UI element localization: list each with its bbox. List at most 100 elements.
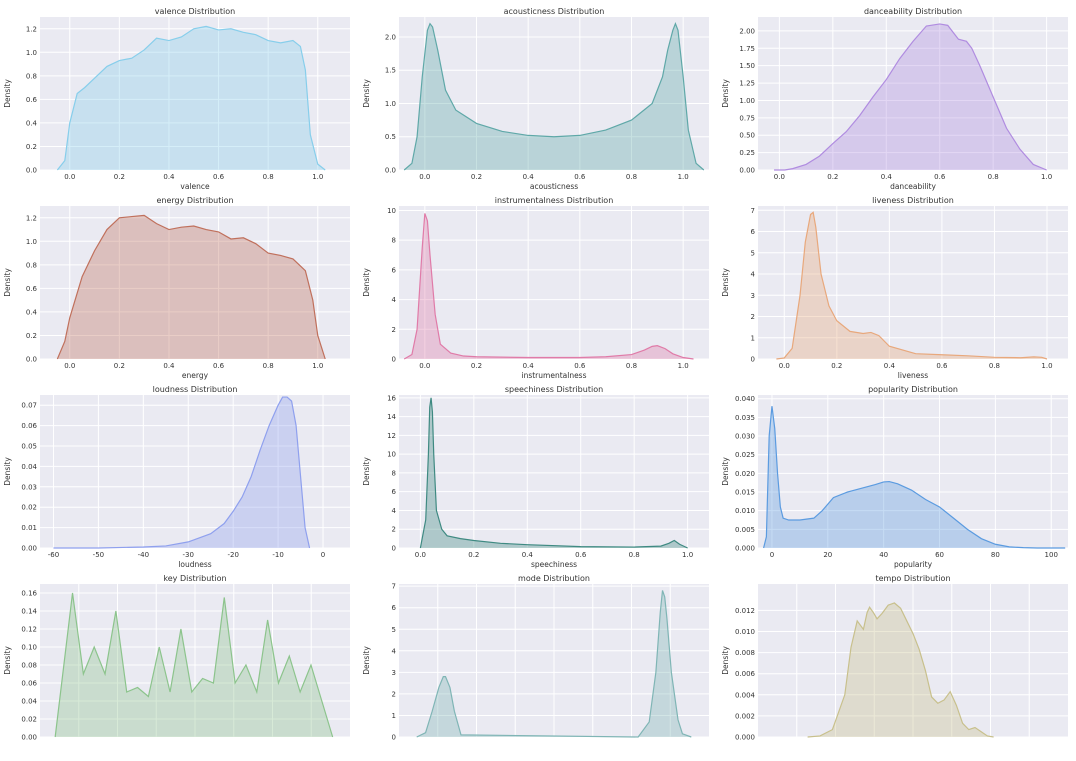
y-tick-label: 1.50 bbox=[739, 62, 755, 70]
y-tick-label: 0.8 bbox=[26, 72, 37, 80]
y-tick-label: 2 bbox=[751, 313, 755, 321]
plot-background bbox=[399, 206, 709, 359]
y-tick-label: 2.0 bbox=[385, 33, 396, 41]
plot-background bbox=[40, 206, 350, 359]
density-area bbox=[404, 23, 704, 171]
x-tick-label: 0 bbox=[321, 551, 325, 559]
y-tick-label: 0.010 bbox=[735, 628, 755, 636]
x-axis-label: instrumentalness bbox=[522, 371, 587, 380]
y-tick-label: 0.6 bbox=[26, 285, 38, 293]
density-line bbox=[416, 590, 692, 738]
y-tick-label: 12 bbox=[387, 432, 396, 440]
plot-background bbox=[399, 395, 709, 548]
chart-title: mode Distribution bbox=[518, 574, 590, 583]
chart-title: loudness Distribution bbox=[153, 385, 238, 394]
y-tick-label: 0.020 bbox=[735, 470, 755, 478]
x-tick-label: 0.4 bbox=[881, 173, 893, 181]
x-tick-label: -10 bbox=[272, 551, 283, 559]
x-tick-label: 1.0 bbox=[1041, 173, 1052, 181]
y-tick-label: 4 bbox=[392, 647, 397, 655]
chart-panel: 0 1 2 3 4 5 6 7 mode Distribution Density bbox=[359, 572, 717, 761]
y-tick-label: 0.16 bbox=[21, 590, 37, 598]
x-tick-label: 0.4 bbox=[523, 173, 535, 181]
chart-panel: 0.0 0.2 0.4 0.6 0.8 1.0 0.0 0.2 0.4 0.6 0.8 1.0 1.2 e… bbox=[0, 194, 358, 383]
x-tick-label: 0.6 bbox=[575, 551, 587, 559]
x-tick-label: 0.8 bbox=[629, 551, 640, 559]
chart-panel: 0.0 0.2 0.4 0.6 0.8 1.0 0 2 4 6 8 10 instrumentalnes… bbox=[359, 194, 717, 383]
y-tick-label: 1 bbox=[392, 712, 396, 720]
y-tick-label: 0.01 bbox=[21, 524, 37, 532]
y-tick-label: 1 bbox=[751, 334, 755, 342]
x-tick-label: 0.0 bbox=[419, 362, 430, 370]
x-tick-label: -60 bbox=[48, 551, 59, 559]
y-tick-label: 0.008 bbox=[735, 649, 755, 657]
y-tick-label: 0.00 bbox=[739, 167, 755, 175]
density-line bbox=[56, 214, 326, 360]
x-tick-label: 0.0 bbox=[64, 173, 75, 181]
y-tick-label: 0.2 bbox=[26, 143, 37, 151]
y-tick-label: 0.000 bbox=[735, 545, 755, 553]
y-axis-label: Density bbox=[3, 646, 12, 675]
x-tick-label: 0.4 bbox=[163, 173, 175, 181]
y-tick-label: 2 bbox=[392, 526, 396, 534]
y-axis-label: Density bbox=[721, 268, 730, 297]
density-line bbox=[774, 23, 1047, 171]
y-tick-label: 2 bbox=[392, 690, 396, 698]
y-tick-label: 14 bbox=[387, 413, 396, 421]
y-tick-label: 1.25 bbox=[739, 80, 755, 88]
y-axis-label: Density bbox=[3, 79, 12, 108]
chart-panel: 0.00 0.02 0.04 0.06 0.08 0.10 0.12 0.14 0.16 key … bbox=[0, 572, 358, 761]
x-axis-label: acousticness bbox=[530, 182, 578, 191]
y-tick-label: 3 bbox=[751, 292, 755, 300]
chart-title: danceability Distribution bbox=[864, 7, 962, 16]
x-tick-label: 0.4 bbox=[163, 362, 175, 370]
plot-background bbox=[40, 17, 350, 170]
y-tick-label: 0.030 bbox=[735, 433, 755, 441]
y-tick-label: 1.5 bbox=[385, 67, 396, 75]
y-tick-label: 8 bbox=[392, 469, 396, 477]
y-axis-label: Density bbox=[3, 268, 12, 297]
density-line bbox=[56, 25, 326, 171]
y-tick-label: 5 bbox=[751, 249, 755, 257]
x-tick-label: -30 bbox=[183, 551, 194, 559]
y-tick-label: 1.00 bbox=[739, 97, 755, 105]
y-tick-label: 0.25 bbox=[739, 149, 755, 157]
y-tick-label: 6 bbox=[392, 266, 397, 274]
x-tick-label: 1.0 bbox=[678, 362, 689, 370]
x-tick-label: 20 bbox=[823, 551, 832, 559]
y-tick-label: 7 bbox=[392, 583, 396, 591]
y-tick-label: 0.004 bbox=[735, 691, 756, 699]
chart-svg: 0.0 0.2 0.4 0.6 0.8 1.0 0 2 4 6 8 10 12 14 16 speechine… bbox=[362, 385, 709, 569]
y-tick-label: 1.2 bbox=[26, 214, 37, 222]
density-line bbox=[53, 396, 311, 549]
chart-title: key Distribution bbox=[163, 574, 226, 583]
x-tick-label: 0.6 bbox=[213, 362, 225, 370]
y-axis-label: Density bbox=[362, 646, 371, 675]
y-tick-label: 0.0 bbox=[385, 167, 396, 175]
plot-background bbox=[758, 395, 1068, 548]
y-tick-label: 0 bbox=[392, 545, 396, 553]
y-tick-label: 0.4 bbox=[26, 119, 38, 127]
x-tick-label: 0.8 bbox=[989, 362, 1000, 370]
density-line bbox=[776, 211, 1048, 360]
x-tick-label: 0.2 bbox=[468, 551, 479, 559]
x-tick-label: 0.0 bbox=[415, 551, 426, 559]
density-area bbox=[763, 406, 1066, 548]
density-line bbox=[403, 213, 694, 360]
x-tick-label: -50 bbox=[93, 551, 104, 559]
x-tick-label: 0.4 bbox=[523, 362, 535, 370]
chart-svg: 0.0 0.2 0.4 0.6 0.8 1.0 0.00 0.25 0.50 0.75 1.00 1.… bbox=[721, 7, 1068, 191]
x-tick-label: 0.4 bbox=[522, 551, 534, 559]
y-tick-label: 0.4 bbox=[26, 308, 38, 316]
y-tick-label: 10 bbox=[387, 451, 396, 459]
x-axis-label: speechiness bbox=[531, 560, 577, 569]
chart-title: liveness Distribution bbox=[872, 196, 954, 205]
y-tick-label: 0 bbox=[751, 356, 755, 364]
y-tick-label: 0.75 bbox=[739, 114, 755, 122]
y-tick-label: 0.12 bbox=[21, 626, 37, 634]
chart-title: energy Distribution bbox=[156, 196, 233, 205]
y-axis-label: Density bbox=[721, 457, 730, 486]
density-line bbox=[419, 397, 688, 549]
y-axis-label: Density bbox=[362, 79, 371, 108]
x-tick-label: 0.2 bbox=[831, 362, 842, 370]
